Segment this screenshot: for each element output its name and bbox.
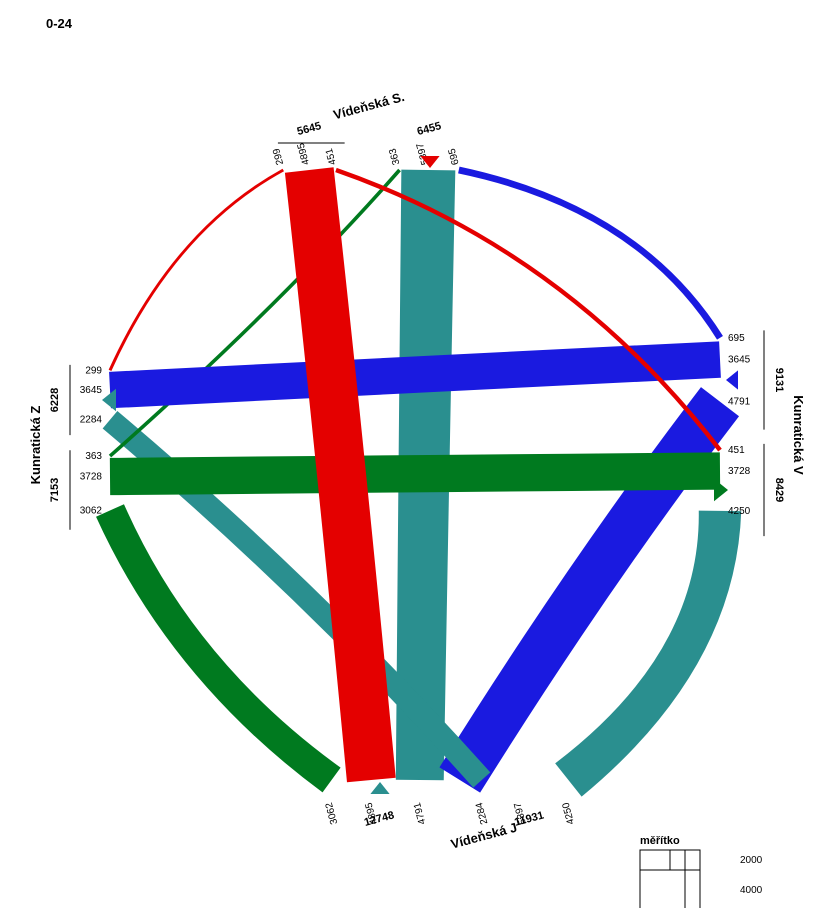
label: 363 xyxy=(85,451,102,462)
label: 451 xyxy=(324,147,339,166)
arrowhead xyxy=(714,479,728,501)
label: 2284 xyxy=(474,801,490,826)
flow-band xyxy=(109,169,284,371)
label: 695 xyxy=(728,333,745,344)
label: 4250 xyxy=(728,506,751,517)
flow-band xyxy=(335,168,722,452)
label: 4895 xyxy=(296,141,312,166)
label: 4250 xyxy=(561,801,577,826)
label: 9131 xyxy=(773,368,785,392)
label: 3645 xyxy=(80,385,103,396)
label: 2000 xyxy=(740,855,763,866)
label: Vídeňská S. xyxy=(332,89,406,122)
arrowhead xyxy=(102,389,116,411)
flow-band xyxy=(110,452,720,495)
label: Kunratická Z xyxy=(28,406,43,485)
label: 3062 xyxy=(324,801,340,826)
legend-bar xyxy=(640,850,670,870)
label: 5645 xyxy=(296,120,323,138)
label: 3728 xyxy=(728,466,751,477)
flow-diagram: 0-242994895451564536353976956455Vídeňská… xyxy=(0,0,823,908)
legend-bar xyxy=(640,870,700,908)
label: 3645 xyxy=(728,355,751,366)
label: 6455 xyxy=(416,120,443,138)
label: 363 xyxy=(387,147,402,166)
label: 451 xyxy=(728,445,745,456)
label: měřítko xyxy=(640,835,680,847)
label: 4000 xyxy=(740,885,763,896)
label: 4791 xyxy=(728,397,751,408)
arrowhead xyxy=(726,370,738,389)
label: 299 xyxy=(85,365,102,376)
label: 2284 xyxy=(80,415,103,426)
label: 8429 xyxy=(773,478,785,502)
label: 0-24 xyxy=(46,16,73,31)
label: Kunratická V xyxy=(791,395,806,475)
label: 7153 xyxy=(49,478,61,502)
label: 299 xyxy=(271,147,286,166)
label: 695 xyxy=(447,147,462,166)
label: 3062 xyxy=(80,505,103,516)
label: 3728 xyxy=(80,472,103,483)
label: 4791 xyxy=(412,801,428,826)
label: 6228 xyxy=(49,388,61,412)
flow-band xyxy=(96,504,341,792)
arrowhead xyxy=(370,782,389,794)
